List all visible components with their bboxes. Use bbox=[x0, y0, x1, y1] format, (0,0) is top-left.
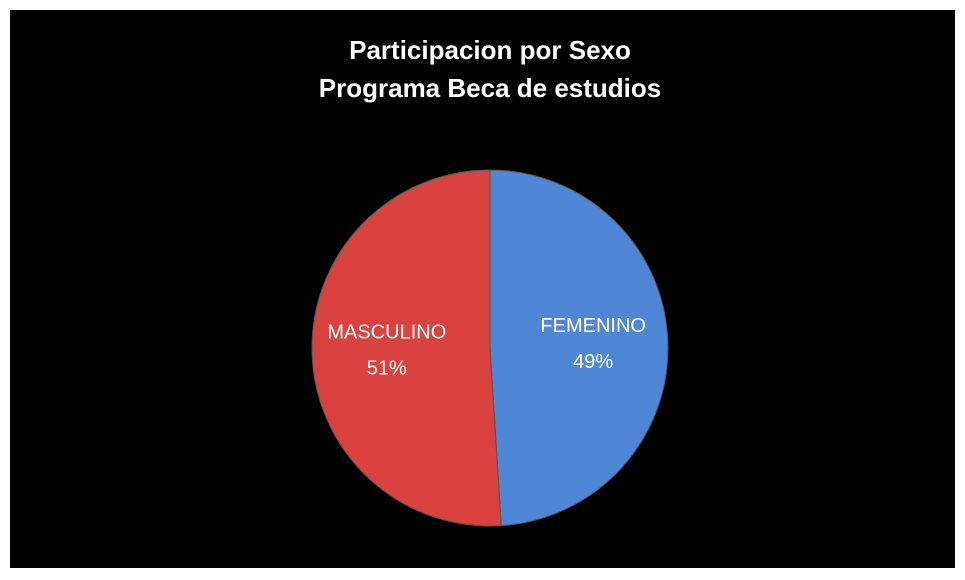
chart-title: Programa Beca de estudios bbox=[319, 73, 661, 103]
pie-slice bbox=[311, 169, 502, 527]
slice-value-label: 51% bbox=[367, 358, 407, 380]
chart-title: Participacion por Sexo bbox=[349, 35, 631, 65]
pie-slice bbox=[489, 169, 669, 527]
slice-value-label: 49% bbox=[573, 351, 613, 373]
slice-category-label: FEMENINO bbox=[540, 315, 646, 337]
slice-category-label: MASCULINO bbox=[327, 322, 446, 344]
